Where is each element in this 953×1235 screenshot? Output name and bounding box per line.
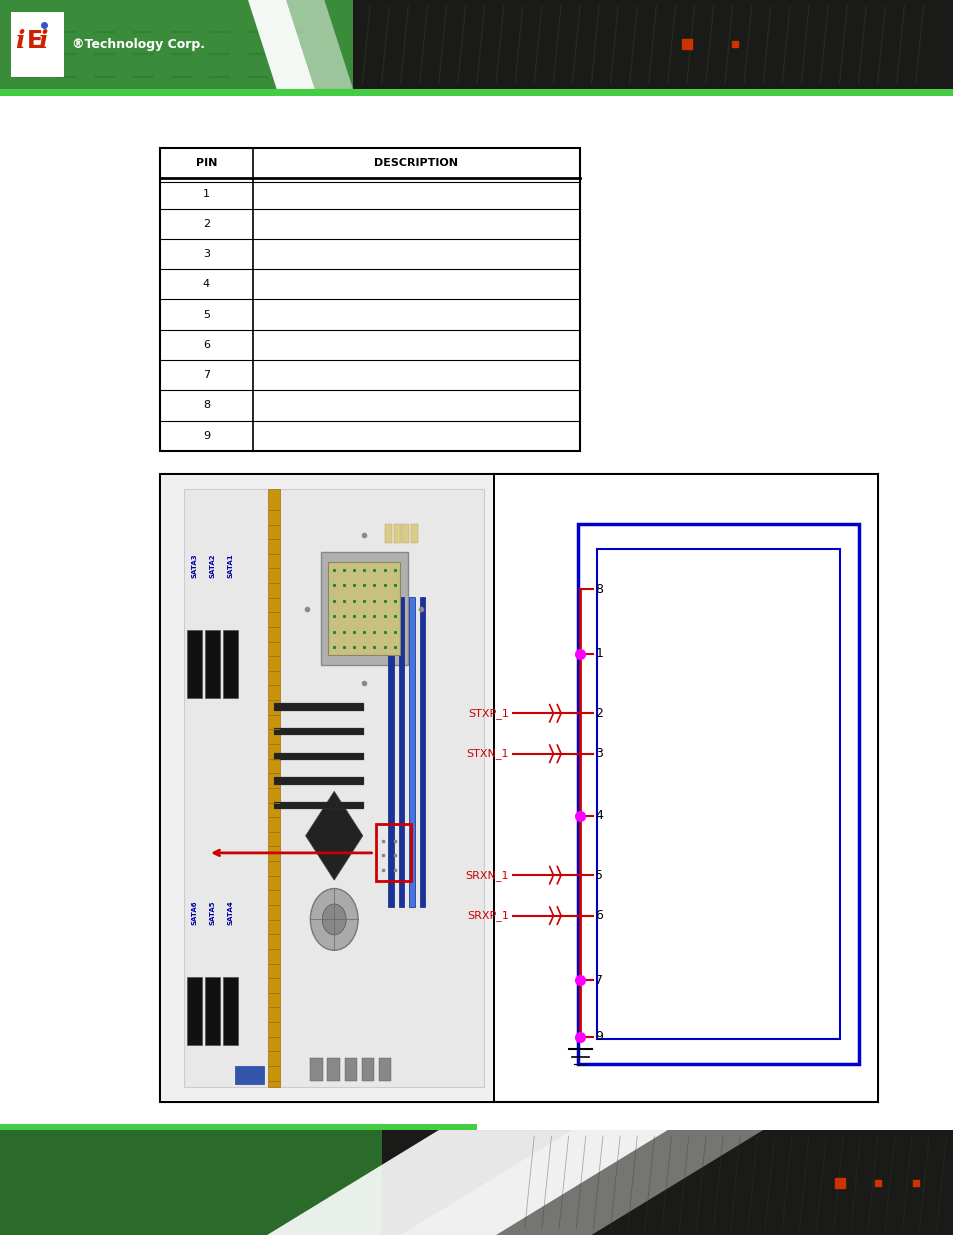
Bar	[320, 552, 407, 664]
Bar	[223, 977, 238, 1045]
Polygon shape	[248, 0, 314, 89]
Bar	[274, 727, 364, 735]
Polygon shape	[400, 1130, 762, 1235]
Bar	[402, 525, 409, 543]
Bar	[187, 977, 202, 1045]
Bar	[187, 630, 202, 698]
Text: ®Technology Corp.: ®Technology Corp.	[71, 38, 204, 51]
Bar	[361, 1058, 374, 1081]
Text: 7: 7	[595, 974, 603, 987]
Bar	[205, 977, 220, 1045]
Bar	[578, 525, 858, 1065]
Bar	[310, 1058, 322, 1081]
Bar	[353, 0, 953, 89]
Text: 9: 9	[595, 1030, 602, 1044]
Text: 5: 5	[595, 868, 603, 882]
Text: DESCRIPTION: DESCRIPTION	[374, 158, 457, 168]
Bar	[205, 630, 220, 698]
Text: SATA6: SATA6	[192, 900, 197, 925]
Text: 5: 5	[203, 310, 210, 320]
Text: SATA5: SATA5	[210, 900, 215, 925]
Text: SRXN_1: SRXN_1	[465, 869, 509, 881]
Bar	[376, 825, 411, 882]
Text: E: E	[27, 28, 43, 53]
Bar	[411, 525, 417, 543]
Text: SRXP_1: SRXP_1	[467, 910, 509, 921]
Bar	[223, 630, 238, 698]
Text: 9: 9	[203, 431, 210, 441]
Text: STXP_1: STXP_1	[468, 708, 509, 719]
Bar	[398, 597, 404, 908]
Text: 4: 4	[203, 279, 210, 289]
Text: 1: 1	[595, 647, 602, 661]
Bar	[0, 0, 353, 89]
Text: 2: 2	[595, 706, 602, 720]
Bar	[274, 777, 364, 784]
Polygon shape	[267, 1130, 667, 1235]
Bar	[234, 1066, 263, 1084]
Bar	[161, 475, 493, 1100]
Bar	[378, 1058, 391, 1081]
Polygon shape	[286, 0, 353, 89]
Bar	[274, 802, 364, 809]
Circle shape	[310, 888, 357, 950]
Text: 6: 6	[595, 909, 602, 923]
Text: 3: 3	[595, 747, 602, 761]
Bar	[274, 752, 364, 760]
Bar	[160, 148, 579, 451]
Bar	[0, 89, 953, 96]
Bar	[344, 1058, 356, 1081]
Polygon shape	[305, 792, 362, 881]
Bar	[274, 703, 364, 710]
Bar	[327, 1058, 339, 1081]
Bar	[0, 1130, 381, 1235]
Text: SATA2: SATA2	[210, 553, 215, 578]
Circle shape	[322, 904, 346, 935]
Bar	[0, 1124, 476, 1130]
Bar	[160, 474, 877, 1102]
Bar	[394, 525, 400, 543]
Bar	[388, 597, 394, 908]
Bar	[328, 562, 399, 655]
Text: SATA4: SATA4	[228, 900, 233, 925]
Text: 6: 6	[203, 340, 210, 350]
Text: 2: 2	[203, 219, 210, 228]
Text: SATA3: SATA3	[192, 553, 197, 578]
Bar	[381, 1130, 953, 1235]
Text: SATA1: SATA1	[228, 553, 233, 578]
Bar	[495, 475, 876, 1100]
Bar	[597, 550, 839, 1040]
Text: 8: 8	[595, 583, 603, 595]
Text: 8: 8	[203, 400, 210, 410]
Bar	[184, 489, 484, 1087]
Bar	[409, 597, 415, 908]
Text: STXN_1: STXN_1	[466, 748, 509, 760]
Text: 4: 4	[595, 809, 602, 823]
Bar	[11, 12, 64, 77]
Bar	[419, 597, 425, 908]
Text: i: i	[15, 28, 25, 53]
Text: 1: 1	[203, 189, 210, 199]
Text: 7: 7	[203, 370, 210, 380]
Text: i: i	[38, 28, 48, 53]
Bar	[385, 525, 392, 543]
Text: PIN: PIN	[195, 158, 217, 168]
Bar	[268, 489, 279, 1087]
Text: 3: 3	[203, 249, 210, 259]
